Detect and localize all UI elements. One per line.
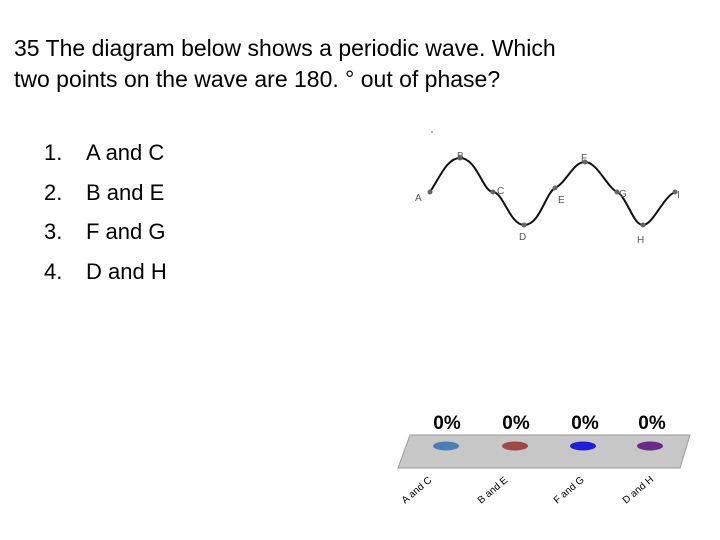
point-b-dot	[457, 155, 463, 161]
point-a-dot	[427, 189, 433, 195]
response-percent-4: 0%	[638, 413, 666, 434]
response-percent-1: 0%	[433, 413, 461, 434]
poll-platform	[397, 434, 691, 469]
answer-option-4[interactable]: 4. D and H	[44, 252, 167, 292]
point-b-label: B	[457, 151, 464, 162]
point-e-dot	[552, 185, 558, 191]
response-label-3: F and G	[552, 475, 587, 507]
question-line-2: two points on the wave are 180. ° out of…	[14, 66, 501, 92]
point-c-label: C	[497, 186, 504, 197]
point-g-label: G	[619, 189, 627, 200]
option-number: 2.	[44, 179, 63, 205]
point-d-dot	[521, 222, 527, 228]
point-f-dot	[582, 159, 588, 165]
question-text: 35 The diagram below shows a periodic wa…	[14, 33, 704, 95]
point-f-label: F	[581, 153, 587, 164]
response-label-4: D and H	[621, 474, 656, 506]
response-percent-2: 0%	[502, 413, 530, 434]
point-d-label: D	[519, 232, 526, 243]
answer-option-1[interactable]: 1. A and C	[44, 133, 167, 173]
point-a-label: A	[415, 193, 422, 204]
option-number: 1.	[44, 140, 63, 165]
poll-results-chart: A and C B and E F and G D and H	[397, 434, 691, 507]
answer-option-3[interactable]: 3. F and G	[44, 212, 167, 252]
option-number: 3.	[44, 219, 63, 244]
option-text: A and C	[86, 140, 165, 165]
stray-dot	[431, 131, 433, 133]
response-bar-1	[433, 441, 459, 451]
response-bar-3	[570, 441, 596, 451]
point-i-dot	[672, 189, 678, 195]
response-label-1: A and C	[400, 475, 434, 506]
point-i-label: I	[677, 190, 680, 201]
point-c-dot	[490, 189, 496, 195]
answer-options: 1. A and C 2. B and E 3. F and G 4. D an…	[44, 133, 167, 291]
option-number: 4.	[44, 258, 63, 284]
answer-option-2[interactable]: 2. B and E	[44, 173, 167, 213]
point-g-dot	[614, 189, 620, 195]
option-text: F and G	[86, 219, 166, 244]
response-percent-3: 0%	[571, 413, 599, 434]
response-bar-2	[502, 441, 528, 451]
point-h-dot	[640, 222, 646, 228]
wave-diagram: A B C D E F G H I	[415, 131, 680, 246]
question-line-1: 35 The diagram below shows a periodic wa…	[14, 35, 556, 61]
option-text: D and H	[86, 258, 167, 284]
point-h-label: H	[637, 235, 644, 246]
response-bar-4	[637, 441, 663, 451]
wave-points	[427, 155, 678, 228]
point-e-label: E	[558, 195, 565, 206]
option-text: B and E	[86, 179, 165, 205]
wave-curve	[429, 156, 676, 227]
response-label-2: B and E	[476, 475, 511, 507]
